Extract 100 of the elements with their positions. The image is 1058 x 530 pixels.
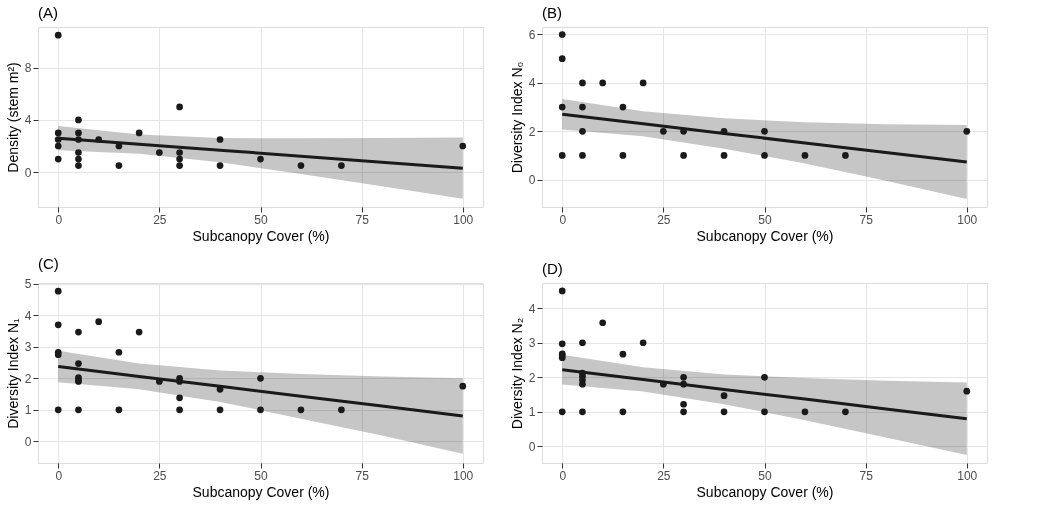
point (558, 152, 566, 159)
point (338, 406, 345, 414)
point (115, 348, 123, 356)
y-tick-label: 3 (24, 340, 32, 355)
point (297, 162, 305, 169)
point (558, 31, 566, 38)
point (680, 152, 687, 159)
x-tick-label: 50 (758, 468, 772, 483)
chart-title: (A) (38, 4, 58, 21)
point (579, 152, 586, 159)
point (297, 406, 305, 414)
y-tick-label: 1 (24, 403, 32, 418)
y-tick-label: 1 (528, 405, 536, 420)
chart-title: (C) (38, 254, 59, 272)
point (639, 79, 647, 87)
x-tick-label: 75 (355, 468, 370, 483)
point (216, 406, 224, 414)
point (579, 380, 586, 388)
x-tick-label: 0 (55, 212, 63, 227)
point (842, 408, 849, 416)
x-tick-label: 25 (657, 468, 671, 483)
point (558, 287, 566, 295)
y-tick-label: 5 (24, 277, 32, 292)
x-tick-label: 50 (254, 212, 268, 227)
x-tick-label: 75 (859, 212, 874, 227)
point (680, 373, 687, 381)
point (176, 155, 183, 163)
point (619, 152, 627, 159)
y-tick-label: 4 (24, 308, 32, 323)
x-axis-title: Subcanopy Cover (%) (192, 227, 330, 244)
point (75, 328, 82, 336)
point (75, 116, 82, 124)
point (579, 79, 586, 87)
x-tick-label: 0 (55, 468, 63, 483)
point (963, 387, 971, 395)
y-tick-label: 6 (528, 28, 536, 42)
point (176, 103, 183, 111)
y-tick-label: 2 (24, 371, 32, 386)
point (720, 127, 728, 135)
point (216, 162, 224, 169)
point (156, 149, 163, 156)
point (257, 406, 264, 414)
point (720, 392, 728, 399)
x-tick-label: 25 (657, 212, 671, 227)
point (619, 103, 627, 111)
x-tick-label: 100 (453, 212, 474, 227)
x-tick-label: 50 (758, 212, 772, 227)
y-tick-label: 4 (24, 113, 32, 128)
x-tick-label: 0 (559, 468, 567, 483)
line-series (56, 364, 465, 418)
point (558, 103, 566, 111)
point (459, 142, 467, 150)
line-series (560, 368, 969, 421)
x-axis-title: Subcanopy Cover (%) (192, 483, 330, 500)
y-axis-title: Diversity Index N₂ (508, 317, 525, 430)
point (639, 339, 647, 347)
point (761, 373, 768, 381)
y-tick-label: 4 (528, 301, 536, 316)
point (459, 382, 467, 390)
point (176, 162, 183, 169)
x-tick-label: 75 (859, 468, 874, 483)
chart-title: (D) (542, 260, 563, 277)
x-tick-label: 0 (559, 212, 567, 227)
point (95, 318, 103, 326)
chart-title: (B) (542, 4, 562, 21)
point (579, 339, 586, 347)
x-axis-title: Subcanopy Cover (%) (696, 483, 834, 500)
point (619, 408, 627, 416)
point (135, 328, 143, 336)
point (54, 31, 62, 39)
y-tick-label: 0 (528, 173, 536, 188)
x-tick-label: 25 (153, 212, 167, 227)
point (54, 155, 62, 163)
y-tick-label: 8 (24, 61, 32, 76)
y-axis-title: Density (stem m²) (4, 62, 21, 173)
point (579, 408, 586, 416)
y-tick-label: 0 (528, 439, 536, 454)
point (257, 155, 264, 163)
point (115, 162, 123, 169)
point (761, 152, 768, 159)
y-tick-label: 0 (24, 165, 32, 180)
y-tick-label: 2 (528, 124, 536, 139)
x-axis-title: Subcanopy Cover (%) (696, 227, 834, 244)
point (619, 350, 627, 358)
point (801, 152, 809, 159)
x-tick-label: 25 (153, 468, 167, 483)
line-series (560, 112, 969, 164)
point (176, 406, 183, 414)
point (599, 319, 607, 327)
y-tick-label: 2 (528, 370, 536, 385)
x-tick-label: 75 (355, 212, 370, 227)
point (680, 400, 687, 408)
point (338, 162, 345, 169)
x-tick-label: 50 (254, 468, 268, 483)
point (558, 55, 566, 63)
point (216, 386, 224, 393)
point (54, 129, 62, 137)
point (75, 360, 82, 367)
y-tick-label: 0 (24, 434, 32, 449)
point (558, 340, 566, 348)
